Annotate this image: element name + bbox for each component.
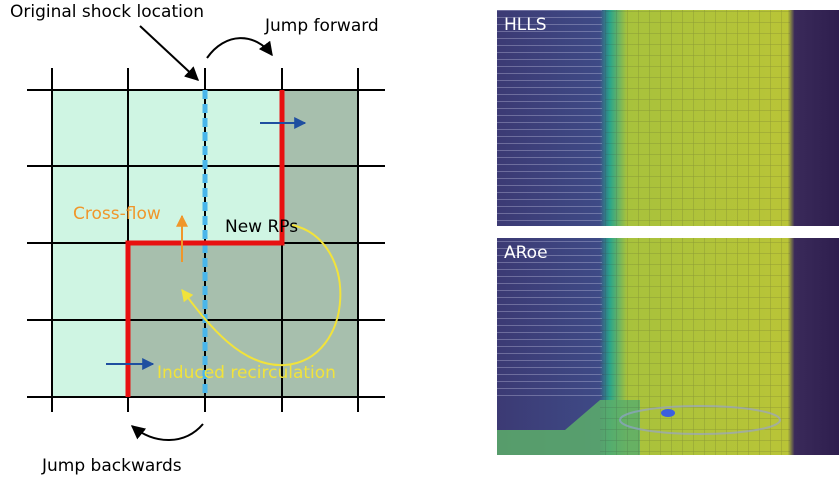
backwards-label: Jump backwards xyxy=(41,456,182,476)
schematic: Original shock location Jump forward Cro… xyxy=(10,2,385,476)
panel-aroe: ARoe xyxy=(497,238,839,455)
jump-forward-arrow xyxy=(207,38,272,58)
crossflow-label: Cross-flow xyxy=(73,204,161,224)
new-rps-label: New RPs xyxy=(225,217,298,237)
panel-label: HLLS xyxy=(504,15,547,35)
panel-label: ARoe xyxy=(504,243,548,263)
jump-backward-arrow xyxy=(132,424,203,440)
vortex-core xyxy=(661,409,675,417)
pointer-arrow xyxy=(140,26,198,80)
recirculation-label: Induced recirculation xyxy=(157,363,336,383)
figure: Original shock location Jump forward Cro… xyxy=(0,0,839,483)
shock-label: Original shock location xyxy=(10,2,204,22)
forward-label: Jump forward xyxy=(264,16,379,36)
mesh xyxy=(605,10,790,226)
mesh xyxy=(600,238,790,455)
streamlines xyxy=(497,10,602,226)
panel-hlls: HLLS xyxy=(497,10,839,226)
